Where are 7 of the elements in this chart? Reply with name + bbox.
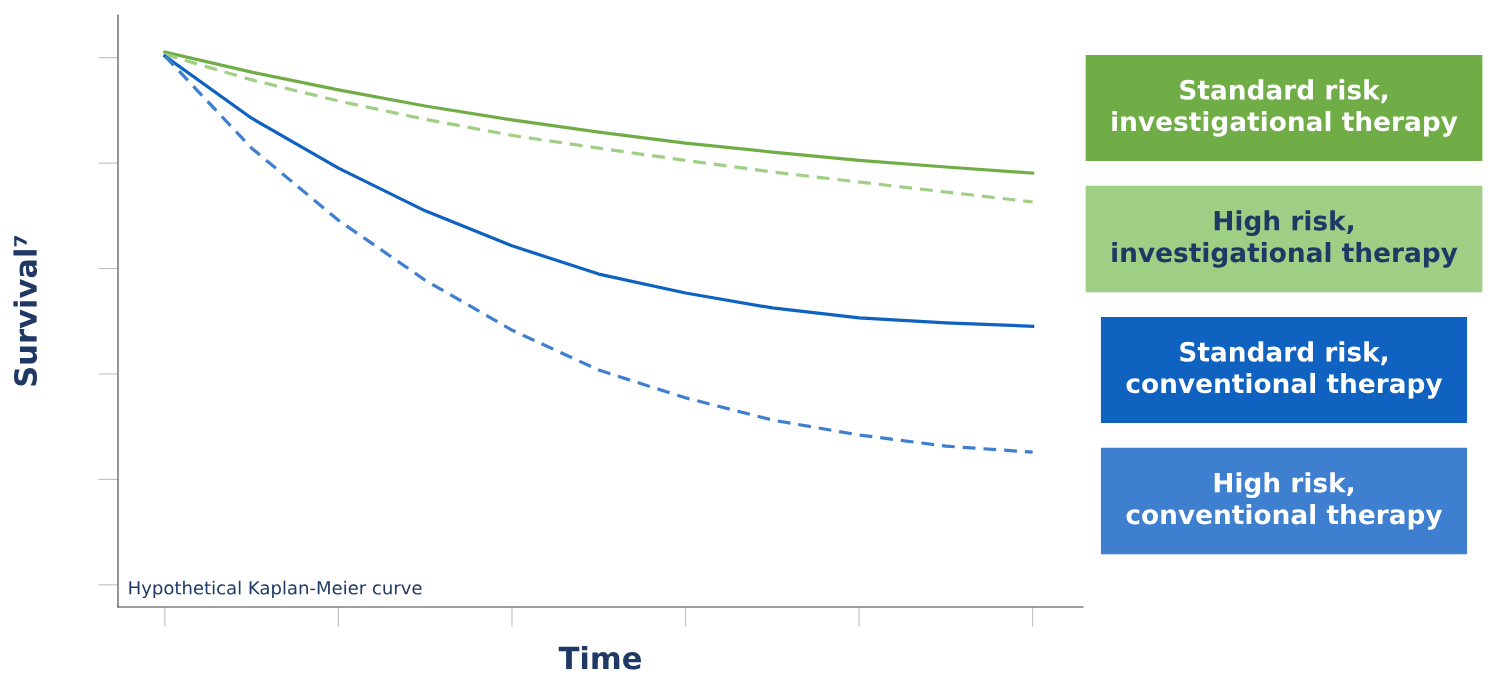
y-axis-title: Survival⁷ [13, 236, 38, 386]
text: Standard risk, conventional therapy [1126, 341, 1443, 399]
text: High risk, conventional therapy [1126, 472, 1443, 530]
annotation: Hypothetical Kaplan-Meier curve [129, 580, 422, 599]
x-axis-title: Time [558, 645, 641, 670]
text: High risk, investigational therapy [1112, 210, 1458, 268]
text: Standard risk, investigational therapy [1112, 79, 1458, 137]
